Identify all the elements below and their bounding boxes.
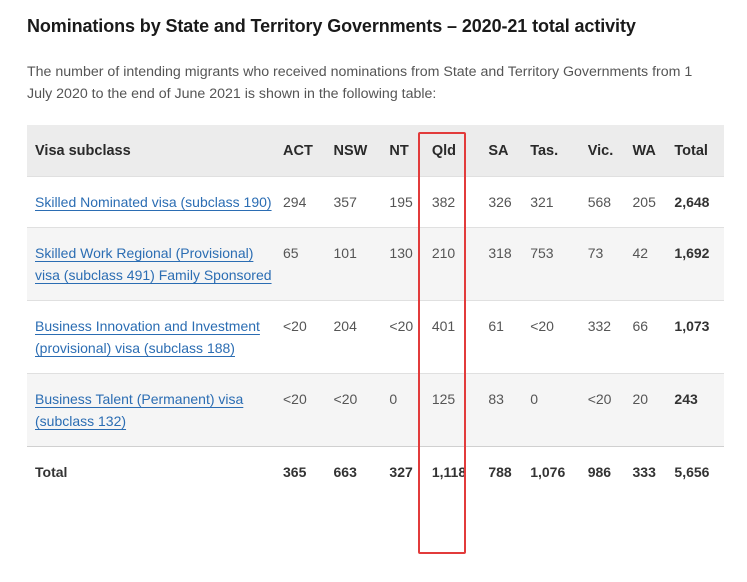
value-cell: 210 [423, 227, 481, 301]
intro-paragraph: The number of intending migrants who rec… [27, 64, 693, 102]
value-cell: 382 [423, 176, 481, 228]
visa-subclass-cell: Business Innovation and Investment (prov… [27, 300, 275, 374]
value-cell: 101 [325, 227, 382, 301]
visa-link-190[interactable]: Skilled Nominated visa (subclass 190) [35, 194, 272, 210]
grand-total-cell: 5,656 [666, 446, 724, 497]
col-header-wa: WA [624, 125, 667, 177]
value-cell: 61 [480, 300, 523, 374]
col-header-nsw: NSW [325, 125, 382, 177]
table-row: Business Talent (Permanent) visa (subcla… [27, 373, 724, 447]
value-cell: 195 [381, 176, 424, 228]
nominations-table: Visa subclass ACT NSW NT Qld SA Tas. Vic… [27, 125, 724, 497]
total-value-cell: 365 [275, 446, 326, 497]
value-cell: <20 [381, 300, 424, 374]
value-cell: 753 [522, 227, 580, 301]
visa-link-132[interactable]: Business Talent (Permanent) visa (subcla… [35, 391, 244, 429]
value-cell: <20 [325, 373, 382, 447]
value-cell: 401 [423, 300, 481, 374]
table-row: Skilled Work Regional (Provisional) visa… [27, 227, 724, 301]
value-cell: 83 [480, 373, 523, 447]
table-row: Skilled Nominated visa (subclass 190) 29… [27, 176, 724, 228]
col-header-visa-subclass: Visa subclass [27, 125, 275, 177]
col-header-qld: Qld [423, 125, 481, 177]
value-cell: 125 [423, 373, 481, 447]
value-cell: <20 [275, 373, 326, 447]
row-total-cell: 1,692 [666, 227, 724, 301]
col-header-total: Total [666, 125, 724, 177]
col-header-sa: SA [480, 125, 523, 177]
value-cell: 65 [275, 227, 326, 301]
visa-subclass-cell: Business Talent (Permanent) visa (subcla… [27, 373, 275, 447]
value-cell: 0 [381, 373, 424, 447]
table-header-row: Visa subclass ACT NSW NT Qld SA Tas. Vic… [27, 125, 724, 177]
col-header-vic: Vic. [579, 125, 625, 177]
table-row: Business Innovation and Investment (prov… [27, 300, 724, 374]
row-total-cell: 2,648 [666, 176, 724, 228]
visa-subclass-cell: Skilled Nominated visa (subclass 190) [27, 176, 275, 228]
total-value-cell: 327 [381, 446, 424, 497]
table-total-row: Total 365 663 327 1,118 788 1,076 986 33… [27, 446, 724, 497]
value-cell: 357 [325, 176, 382, 228]
value-cell: <20 [579, 373, 625, 447]
value-cell: 205 [624, 176, 667, 228]
total-value-cell: 1,118 [423, 446, 481, 497]
visa-link-491[interactable]: Skilled Work Regional (Provisional) visa… [35, 245, 272, 283]
value-cell: 318 [480, 227, 523, 301]
total-value-cell: 986 [579, 446, 625, 497]
value-cell: 568 [579, 176, 625, 228]
col-header-tas: Tas. [522, 125, 580, 177]
value-cell: 130 [381, 227, 424, 301]
total-value-cell: 1,076 [522, 446, 580, 497]
total-value-cell: 333 [624, 446, 667, 497]
value-cell: 321 [522, 176, 580, 228]
row-total-cell: 243 [666, 373, 724, 447]
page-title: Nominations by State and Territory Gover… [27, 16, 636, 36]
value-cell: 204 [325, 300, 382, 374]
col-header-act: ACT [275, 125, 326, 177]
value-cell: <20 [522, 300, 580, 374]
value-cell: <20 [275, 300, 326, 374]
value-cell: 294 [275, 176, 326, 228]
value-cell: 20 [624, 373, 667, 447]
visa-link-188[interactable]: Business Innovation and Investment (prov… [35, 318, 260, 356]
col-header-nt: NT [381, 125, 424, 177]
total-value-cell: 663 [325, 446, 382, 497]
total-value-cell: 788 [480, 446, 523, 497]
visa-subclass-cell: Skilled Work Regional (Provisional) visa… [27, 227, 275, 301]
value-cell: 326 [480, 176, 523, 228]
value-cell: 0 [522, 373, 580, 447]
total-row-label: Total [27, 446, 275, 497]
value-cell: 73 [579, 227, 625, 301]
value-cell: 66 [624, 300, 667, 374]
value-cell: 42 [624, 227, 667, 301]
value-cell: 332 [579, 300, 625, 374]
row-total-cell: 1,073 [666, 300, 724, 374]
